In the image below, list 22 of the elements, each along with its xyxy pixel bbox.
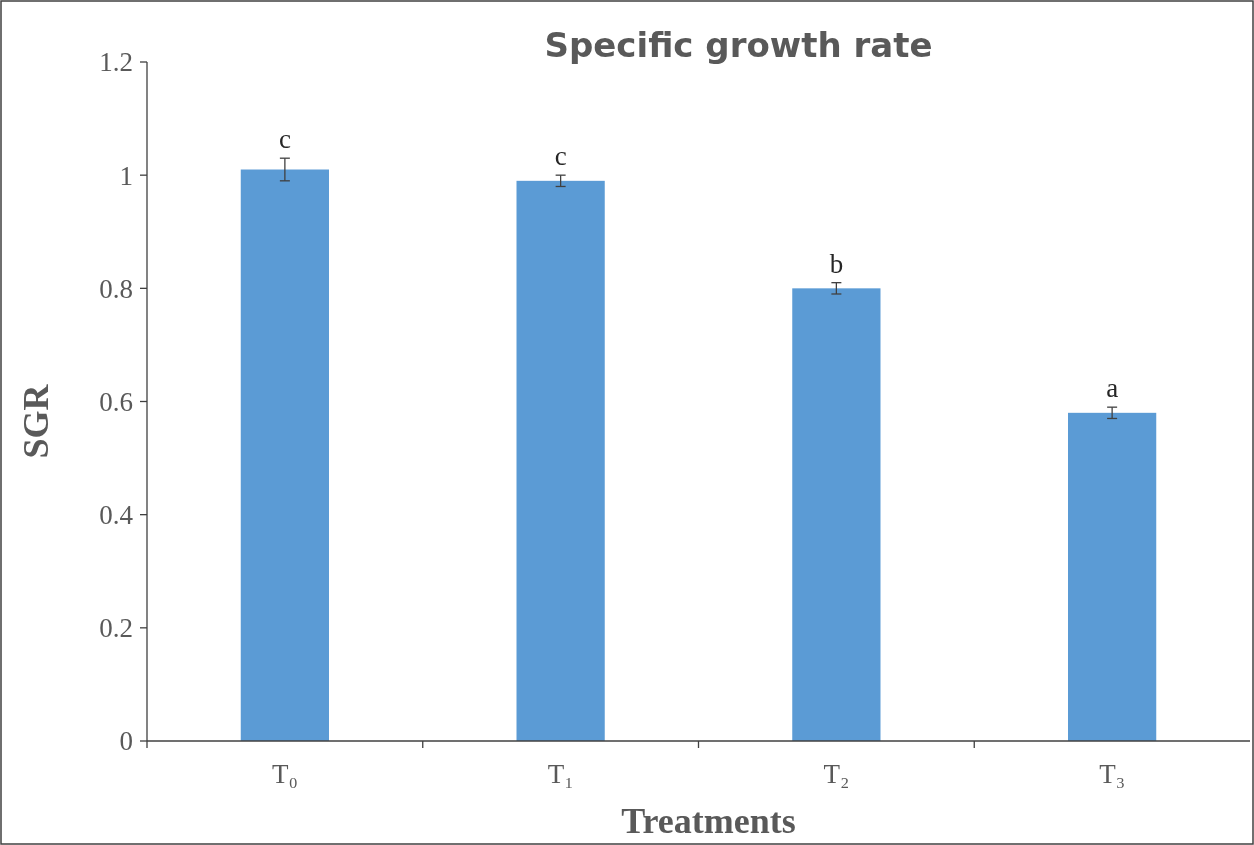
bar xyxy=(792,288,881,741)
y-tick-label: 0.6 xyxy=(99,386,133,417)
y-tick-label: 1 xyxy=(119,160,133,191)
bar xyxy=(1068,412,1157,741)
x-tick-label: T₃ xyxy=(1099,759,1126,789)
y-tick-label: 0.2 xyxy=(99,613,133,644)
annotation: a xyxy=(1106,373,1119,404)
y-axis-title: SGR xyxy=(16,383,56,459)
x-tick-label: T₂ xyxy=(823,759,850,789)
annotation: c xyxy=(554,141,567,172)
x-tick-label: T₁ xyxy=(547,759,574,789)
y-tick-label: 0.4 xyxy=(99,500,134,531)
x-axis-title: Treatments xyxy=(621,801,796,841)
annotation: c xyxy=(278,124,291,155)
bar xyxy=(240,169,329,741)
bar xyxy=(516,180,605,741)
y-tick-label: 0.8 xyxy=(99,273,133,304)
y-tick-label: 0 xyxy=(119,726,133,757)
annotation: b xyxy=(829,248,844,279)
chart-title: Specific growth rate xyxy=(544,25,933,65)
x-tick-label: T₀ xyxy=(271,759,298,789)
y-tick-label: 1.2 xyxy=(99,47,133,78)
